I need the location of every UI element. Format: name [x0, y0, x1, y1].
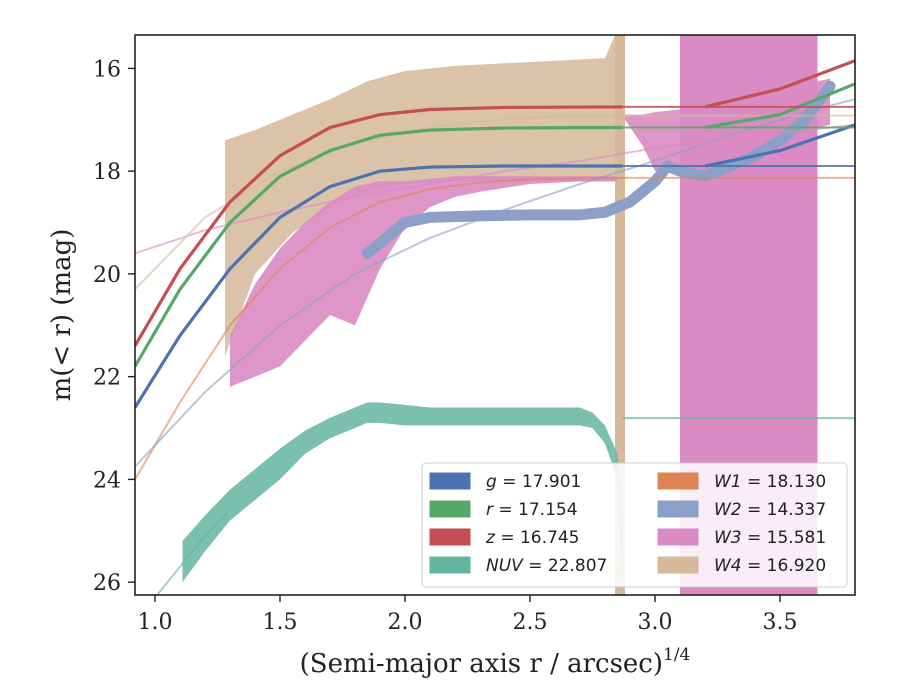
- legend-label-value: = 22.807: [523, 556, 608, 576]
- legend-label-value: = 16.745: [495, 528, 580, 548]
- legend-label: W2 = 14.337: [714, 500, 826, 520]
- legend-label-value: = 15.581: [742, 528, 827, 548]
- y-tick-label: 22: [93, 366, 121, 391]
- legend-swatch: [429, 528, 471, 546]
- legend-label-band: NUV: [486, 556, 524, 576]
- y-tick-label: 16: [93, 57, 121, 82]
- legend-label-band: W2: [714, 500, 742, 520]
- legend-label: W1 = 18.130: [714, 472, 826, 492]
- legend-box: [421, 462, 848, 588]
- legend-label-band: W3: [714, 528, 742, 548]
- w3-model-line: [135, 123, 855, 255]
- legend-label: r = 17.154: [486, 500, 578, 520]
- x-tick-label: 3.5: [763, 610, 798, 635]
- legend-label-value: = 18.130: [742, 472, 827, 492]
- nuv-band: [182, 402, 623, 593]
- legend-label-value: = 16.920: [742, 556, 827, 576]
- legend-label: NUV = 22.807: [486, 556, 607, 576]
- legend-label: g = 17.901: [486, 472, 581, 492]
- w4-model-line: [135, 114, 855, 291]
- y-tick-label: 20: [93, 263, 121, 288]
- y-tick-label: 24: [93, 468, 121, 493]
- legend-swatch: [657, 472, 699, 490]
- legend-swatch: [657, 556, 699, 574]
- x-axis-label: (Semi-major axis r / arcsec)1/4: [300, 645, 691, 679]
- legend-label-band: z: [485, 528, 496, 548]
- x-axis-ticks: 1.0 1.5 2.0 2.5 3.0 3.5: [138, 595, 798, 635]
- legend-label-value: = 17.901: [497, 472, 582, 492]
- legend-label-value: = 14.337: [742, 500, 827, 520]
- legend-label-band: W1: [714, 472, 742, 492]
- legend-swatch: [657, 528, 699, 546]
- r-observed-curve: [135, 125, 623, 368]
- g-outer-curve: [704, 123, 855, 168]
- x-axis-label-exponent: 1/4: [663, 645, 690, 665]
- y-tick-label: 26: [93, 571, 121, 596]
- w1-model-line: [135, 176, 855, 480]
- legend-label-band: r: [486, 500, 494, 520]
- z-outer-curve: [704, 59, 855, 109]
- g-observed-curve: [135, 164, 623, 409]
- x-tick-label: 1.0: [138, 610, 173, 635]
- legend-label-band: g: [486, 472, 497, 492]
- legend-label-value: = 17.154: [493, 500, 578, 520]
- legend-label-band: W4: [714, 556, 742, 576]
- x-axis-label-main: (Semi-major axis r / arcsec): [300, 649, 663, 679]
- legend-label: z = 16.745: [485, 528, 579, 548]
- legend-swatch: [657, 500, 699, 518]
- x-tick-label: 2.0: [388, 610, 423, 635]
- legend-label: W4 = 16.920: [714, 556, 826, 576]
- y-axis-ticks: 16 18 20 22 24 26: [93, 57, 135, 596]
- legend-swatch: [429, 472, 471, 490]
- r-outer-curve: [704, 82, 855, 130]
- w4-spike: [615, 35, 625, 595]
- legend-swatch: [429, 556, 471, 574]
- x-tick-label: 3.0: [638, 610, 673, 635]
- y-tick-label: 18: [93, 160, 121, 185]
- legend-swatch: [429, 500, 471, 518]
- y-axis-label: m(< r) (mag): [47, 229, 77, 402]
- z-observed-curve: [135, 105, 623, 347]
- nuv-model-line: [155, 509, 231, 595]
- legend-label: W3 = 15.581: [714, 528, 826, 548]
- w4-band: [225, 35, 615, 357]
- x-tick-label: 1.5: [263, 610, 298, 635]
- plot-frame: [134, 34, 856, 596]
- x-tick-label: 2.5: [513, 610, 548, 635]
- model-curves: [135, 59, 855, 595]
